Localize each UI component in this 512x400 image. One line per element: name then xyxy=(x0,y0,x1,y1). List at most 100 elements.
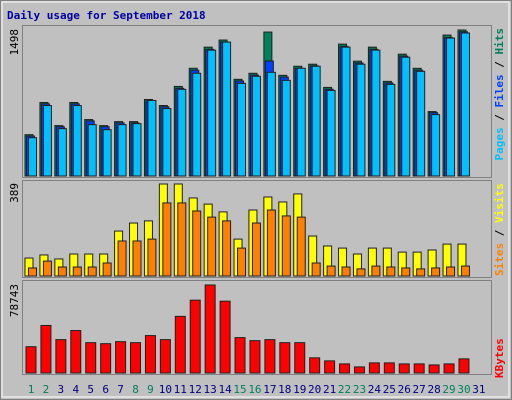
bar xyxy=(222,220,232,277)
x-tick-label: 6 xyxy=(102,383,109,396)
chart-title: Daily usage for September 2018 xyxy=(7,9,206,22)
bar xyxy=(42,105,52,177)
x-tick-label: 26 xyxy=(398,383,411,396)
x-tick-label: 15 xyxy=(233,383,246,396)
x-tick-label: 20 xyxy=(308,383,321,396)
x-tick-label: 16 xyxy=(248,383,261,396)
x-tick-label: 14 xyxy=(218,383,232,396)
bar xyxy=(401,267,411,277)
legend: Sites / Visits xyxy=(493,183,506,276)
bar xyxy=(70,330,82,374)
bar xyxy=(356,268,366,277)
bar xyxy=(324,360,336,374)
y-tick-label: 1498 xyxy=(8,29,21,56)
bar xyxy=(446,37,456,177)
bar xyxy=(443,363,455,374)
legend-separator: / xyxy=(493,108,506,128)
bar xyxy=(339,363,351,374)
x-tick-label: 13 xyxy=(204,383,217,396)
x-tick-label: 27 xyxy=(413,383,426,396)
bar xyxy=(28,267,37,277)
x-tick-label: 2 xyxy=(43,383,50,396)
bar xyxy=(264,339,276,374)
x-tick-label: 28 xyxy=(427,383,440,396)
bar xyxy=(28,137,37,177)
bar xyxy=(102,262,112,277)
bar xyxy=(266,209,276,277)
x-tick-label: 23 xyxy=(353,383,366,396)
bar xyxy=(416,70,426,177)
bar xyxy=(398,363,410,374)
bar xyxy=(57,266,67,277)
x-tick-label: 3 xyxy=(58,383,65,396)
x-tick-label: 12 xyxy=(189,383,202,396)
bar xyxy=(458,358,470,374)
legend-entry: Files xyxy=(493,74,506,107)
bar xyxy=(117,124,127,177)
y-tick-label: 78743 xyxy=(8,284,21,317)
bar xyxy=(192,72,202,177)
x-tick-label: 19 xyxy=(293,383,306,396)
legend-entry: Visits xyxy=(493,183,506,223)
bar xyxy=(341,46,351,177)
x-tick-label: 22 xyxy=(338,383,351,396)
bar xyxy=(87,266,97,277)
x-tick-label: 17 xyxy=(263,383,276,396)
bar xyxy=(162,202,172,277)
bar xyxy=(353,366,365,374)
bar xyxy=(147,99,157,177)
x-tick-label: 25 xyxy=(383,383,396,396)
bar xyxy=(281,79,291,177)
bar xyxy=(177,88,187,177)
bar xyxy=(279,342,291,374)
bar xyxy=(192,210,202,277)
bar xyxy=(431,267,441,277)
bar xyxy=(85,342,97,374)
bar xyxy=(249,340,261,374)
x-tick-label: 31 xyxy=(472,383,485,396)
bar xyxy=(40,324,52,374)
bar xyxy=(416,268,426,277)
bar xyxy=(204,284,216,374)
bar xyxy=(460,265,470,277)
bar xyxy=(144,335,156,374)
bar xyxy=(386,266,396,277)
bar xyxy=(356,63,366,177)
bar xyxy=(251,222,261,277)
bar xyxy=(251,75,261,177)
bar xyxy=(383,362,395,374)
bar xyxy=(159,339,171,374)
bar xyxy=(237,82,247,177)
bar xyxy=(296,67,306,177)
x-tick-label: 10 xyxy=(159,383,172,396)
x-tick-label: 4 xyxy=(72,383,79,396)
bar xyxy=(207,49,217,177)
x-tick-label: 11 xyxy=(174,383,187,396)
bar xyxy=(222,41,232,177)
bar xyxy=(311,262,321,277)
bar xyxy=(341,266,351,277)
bar xyxy=(87,124,97,177)
bar xyxy=(311,65,321,177)
x-tick-label: 18 xyxy=(278,383,291,396)
x-tick-label: 5 xyxy=(87,383,94,396)
bar xyxy=(326,265,336,277)
y-tick-label: 389 xyxy=(8,183,21,203)
bar xyxy=(130,342,142,374)
legend-separator: / xyxy=(493,55,506,75)
bar xyxy=(281,215,291,277)
bar xyxy=(371,49,381,177)
bar xyxy=(296,216,306,277)
bar xyxy=(177,202,187,277)
x-tick-label: 30 xyxy=(457,383,470,396)
bar xyxy=(368,362,380,374)
bar xyxy=(446,266,456,277)
bar xyxy=(42,260,52,277)
bar xyxy=(401,56,411,177)
x-tick-label: 24 xyxy=(368,383,382,396)
x-tick-label: 29 xyxy=(442,383,455,396)
bar xyxy=(72,266,82,277)
bar xyxy=(100,343,112,374)
